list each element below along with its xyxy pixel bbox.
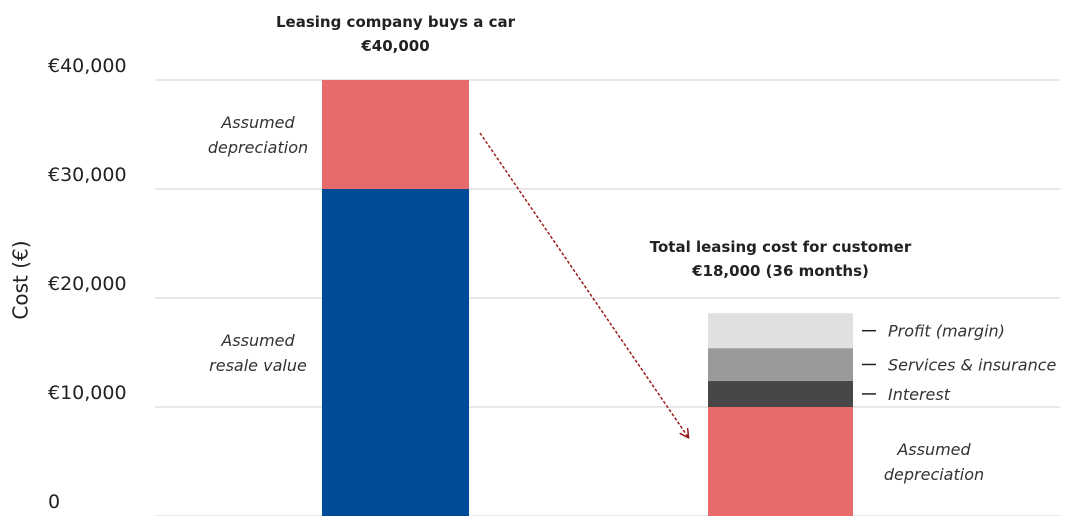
bar-heading: Leasing company buys a car bbox=[276, 13, 516, 31]
bar-segment bbox=[322, 189, 469, 516]
bar-heading: €18,000 (36 months) bbox=[691, 262, 869, 280]
bar-segment bbox=[708, 380, 853, 407]
segment-label: depreciation bbox=[884, 465, 984, 484]
y-tick-label: 0 bbox=[48, 491, 60, 513]
arrow bbox=[479, 132, 688, 437]
bar-segment bbox=[708, 348, 853, 381]
segment-label: Services & insurance bbox=[888, 355, 1057, 374]
y-tick-label: €30,000 bbox=[48, 164, 127, 186]
y-tick-label: €40,000 bbox=[48, 55, 127, 77]
segment-label: Assumed bbox=[896, 440, 971, 459]
segment-label: Assumed bbox=[220, 331, 295, 350]
segment-label: Profit (margin) bbox=[888, 322, 1005, 341]
segment-label: Assumed bbox=[220, 113, 295, 132]
y-tick-label: €20,000 bbox=[48, 273, 127, 295]
grid: 0 €10,000 €20,000 €30,000 €40,000 bbox=[48, 55, 1060, 516]
y-tick-label: €10,000 bbox=[48, 382, 127, 404]
bar-heading: Total leasing cost for customer bbox=[650, 238, 912, 256]
y-axis-label: Cost (€) bbox=[9, 240, 33, 319]
bar-heading: €40,000 bbox=[360, 37, 429, 55]
plot: Leasing company buys a car €40,000 Assumed… bbox=[208, 13, 1057, 516]
bar-segment bbox=[322, 80, 469, 189]
bar-segment bbox=[708, 407, 853, 516]
segment-label: resale value bbox=[209, 356, 307, 375]
segment-label: depreciation bbox=[208, 138, 308, 157]
bar-segment bbox=[708, 313, 853, 349]
segment-label: Interest bbox=[888, 385, 951, 404]
